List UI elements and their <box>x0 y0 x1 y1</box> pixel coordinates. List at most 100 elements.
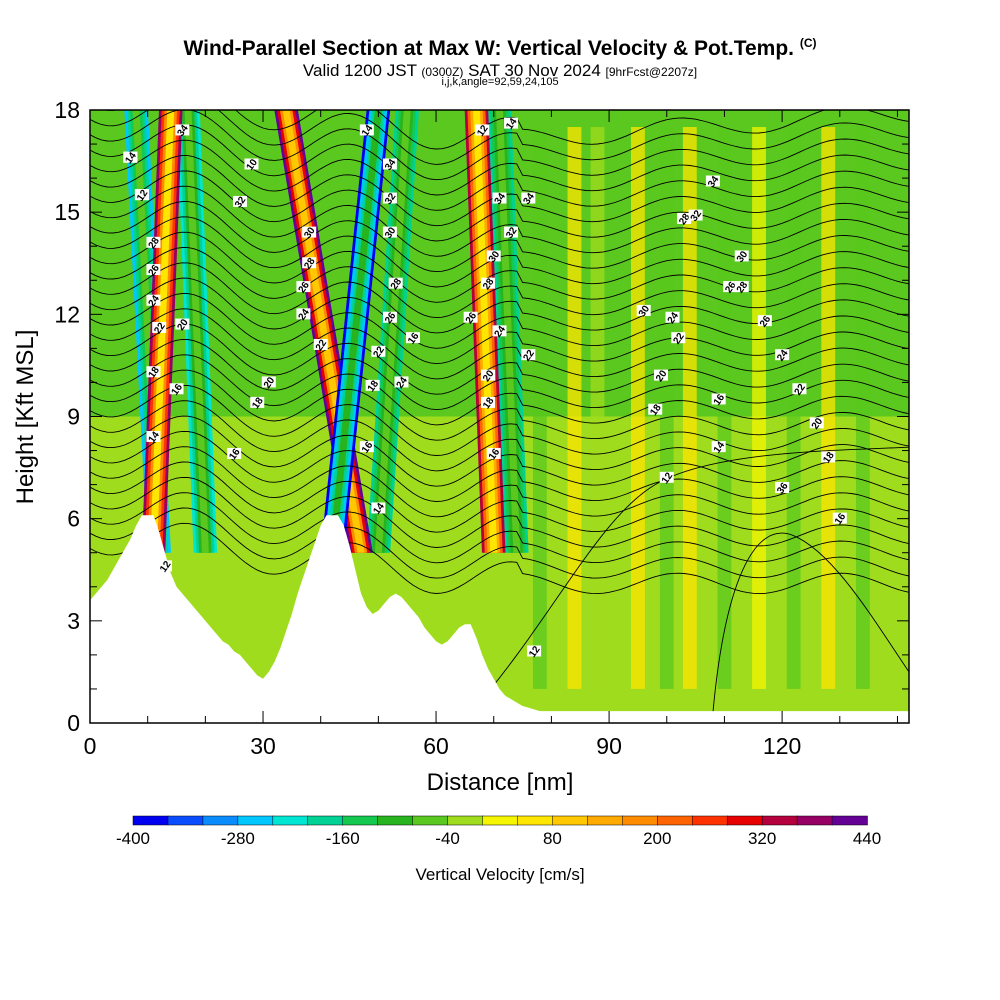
contour-label-box <box>665 311 680 323</box>
x-axis: 0 30 60 90 120 <box>84 110 898 759</box>
terrain-mask <box>90 515 909 723</box>
contour-label-box <box>302 226 317 238</box>
contour-label-box <box>504 117 519 129</box>
field-stripe-0 <box>532 127 547 689</box>
colorbar-swatch-13 <box>587 815 624 826</box>
valid-date: SAT 30 Nov 2024 <box>468 61 601 80</box>
contour-label-22: 14 <box>359 123 376 139</box>
colorbar-tick-label: -160 <box>326 829 360 848</box>
contour-label-26: 28 <box>388 276 404 292</box>
colorbar-swatch-20 <box>831 815 868 826</box>
contour-label-68: 16 <box>832 511 849 527</box>
contour-label-box <box>371 345 386 357</box>
colorbar-tick-label: -40 <box>435 829 460 848</box>
contour-label-box <box>371 502 386 514</box>
contour-label-box <box>705 175 720 187</box>
theta-contour-23 <box>90 170 909 242</box>
contour-label-15: 28 <box>302 256 318 272</box>
colorbar-tick-label: 200 <box>643 829 671 848</box>
colorbar-swatch-9 <box>447 815 484 826</box>
contour-label-box <box>492 192 507 204</box>
contour-label-box <box>757 315 772 327</box>
colorbar-swatch-10 <box>482 815 519 826</box>
contour-label-9: 20 <box>175 317 191 333</box>
colorbar: -400 -280 -160 -40 80 200 320 440 <box>116 815 881 848</box>
field-stripe-4 <box>659 127 674 689</box>
contour-label-38: 28 <box>480 276 497 292</box>
contour-label-box <box>146 264 161 276</box>
theta-contour-28 <box>90 110 909 165</box>
contour-label-box <box>521 192 536 204</box>
contour-label-box <box>734 281 749 293</box>
theta-contour-3 <box>90 476 909 548</box>
field-stripe-1 <box>567 127 582 689</box>
colorbar-tick-label: 440 <box>853 829 881 848</box>
colorbar-swatch-16 <box>691 815 728 826</box>
theta-contour-0 <box>90 522 909 595</box>
contour-label-27: 26 <box>382 310 399 326</box>
contour-label-41: 22 <box>521 348 537 363</box>
theta-contour-16 <box>90 277 909 349</box>
contour-label-34: 12 <box>475 123 491 139</box>
contour-label-18: 22 <box>313 337 329 353</box>
colorbar-swatch-11 <box>517 815 554 826</box>
downdraft-band-1-level-3 <box>184 110 209 553</box>
theta-contour-26 <box>90 124 909 196</box>
contour-label-box <box>775 482 790 494</box>
contour-label-42: 20 <box>480 368 497 384</box>
contour-label-54: 16 <box>711 392 727 408</box>
contour-label-55: 14 <box>711 440 727 455</box>
contour-label-box <box>653 369 668 381</box>
x-axis-label: Distance [nm] <box>427 769 574 796</box>
contour-label-52: 20 <box>653 368 670 384</box>
theta-contour-21 <box>90 201 909 273</box>
contour-label-25: 30 <box>382 225 399 241</box>
contour-label-box <box>711 441 726 453</box>
contour-label-box <box>775 349 790 361</box>
contour-label-box <box>359 124 374 136</box>
contour-label-box <box>227 447 242 459</box>
forecast-tag: [9hrFcst@2207z] <box>605 65 698 79</box>
colorbar-swatch-14 <box>622 815 659 826</box>
contour-labels: 3230282624221814342016121032302826242220… <box>123 116 849 660</box>
theta-contour-low-1 <box>712 532 909 713</box>
contour-label-64: 24 <box>775 348 791 363</box>
y-tick-label: 3 <box>67 608 80 634</box>
y-tick-label: 9 <box>67 404 80 430</box>
contour-label-32: 16 <box>359 440 376 455</box>
colorbar-swatch-18 <box>761 815 798 826</box>
x-tick-label: 60 <box>423 733 449 759</box>
y-tick-label: 18 <box>54 97 80 123</box>
contour-label-box <box>492 325 507 337</box>
contour-label-box <box>636 304 651 316</box>
colorbar-swatch-15 <box>657 815 693 826</box>
terrain-profile <box>90 515 909 723</box>
contour-label-box <box>382 158 397 170</box>
contour-label-29: 18 <box>365 378 381 394</box>
theta-contour-19 <box>90 231 909 303</box>
theta-contour-22 <box>90 185 909 257</box>
contour-label-14: 30 <box>302 225 318 241</box>
colorbar-tick-label: -400 <box>116 829 150 848</box>
contour-label-33: 14 <box>371 501 387 517</box>
contour-label-box <box>521 349 536 361</box>
contour-label-20: 18 <box>250 395 266 411</box>
field-stripe-10 <box>855 127 870 689</box>
x-tick-label: 120 <box>763 733 801 759</box>
contour-label-39: 26 <box>463 310 479 326</box>
theta-contour-27 <box>90 110 909 181</box>
theta-contour-25 <box>90 139 909 211</box>
theta-contour-10 <box>90 369 909 441</box>
contour-label-box <box>734 250 749 262</box>
theta-contour-6 <box>90 430 909 502</box>
downdraft-band-3-level-3 <box>496 110 521 553</box>
contour-label-box <box>134 189 149 201</box>
contour-label-box <box>671 332 686 344</box>
downdraft-band-2-level-3 <box>374 110 411 553</box>
updraft-band-2-level-3 <box>328 110 382 553</box>
contour-label-62: 28 <box>734 280 751 295</box>
contour-label-box <box>480 277 495 289</box>
contour-label-8: 34 <box>175 123 191 139</box>
x-tick-label: 30 <box>250 733 276 759</box>
contour-label-box <box>302 257 317 269</box>
